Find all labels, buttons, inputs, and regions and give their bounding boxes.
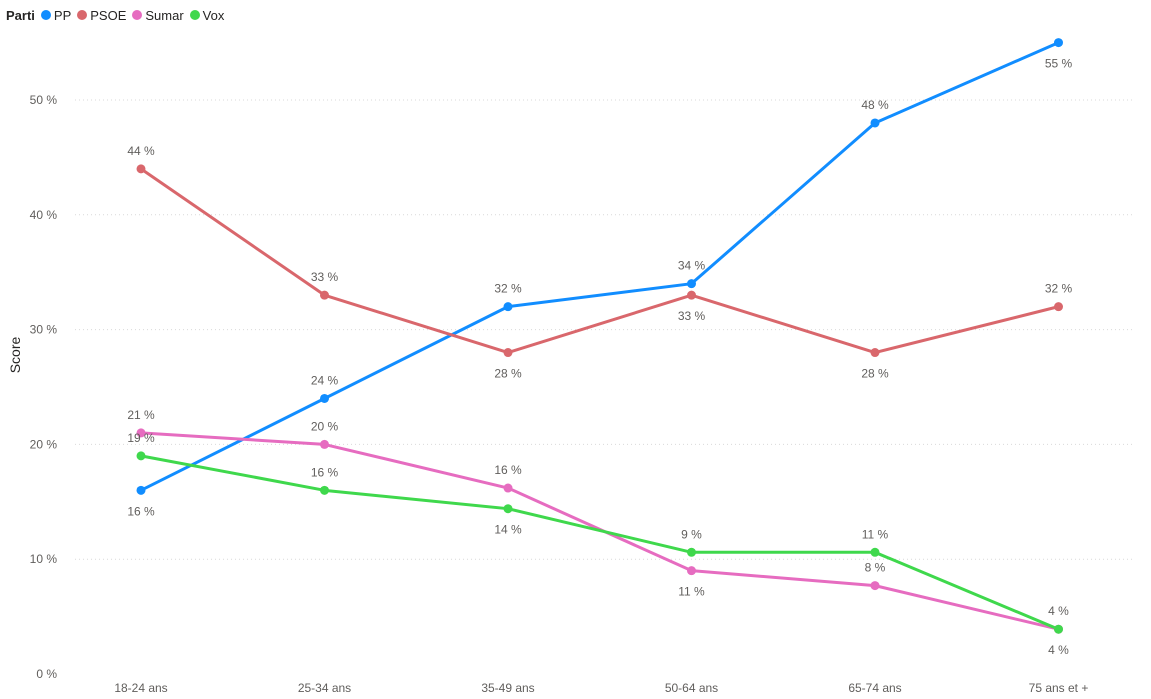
data-label-sumar: 11 % [678, 585, 705, 599]
data-label-pp: 32 % [494, 282, 522, 296]
data-label-pp: 55 % [1045, 57, 1073, 71]
y-tick-label: 0 % [36, 667, 57, 681]
legend-dot [40, 10, 51, 20]
data-label-sumar: 21 % [127, 408, 155, 422]
data-point-vox [136, 451, 146, 461]
legend-dot [132, 10, 143, 20]
data-label-pp: 48 % [861, 98, 889, 112]
data-point-psoe [503, 348, 513, 358]
legend-label: Sumar [145, 7, 184, 23]
chart-legend: Parti PP PSOE Sumar Vox [6, 7, 230, 23]
data-point-vox [1054, 624, 1063, 634]
data-point-sumar [870, 581, 880, 591]
data-label-psoe: 28 % [494, 367, 522, 381]
data-label-sumar: 8 % [865, 561, 886, 575]
data-label-pp: 34 % [678, 259, 706, 273]
data-point-vox [687, 547, 696, 557]
legend-label: PSOE [90, 7, 127, 23]
data-label-psoe: 33 % [678, 309, 706, 323]
y-tick-label: 30 % [30, 323, 58, 337]
y-tick-label: 10 % [30, 552, 58, 566]
data-point-pp [320, 393, 329, 403]
data-label-psoe: 32 % [1045, 282, 1073, 296]
data-point-sumar [687, 566, 696, 576]
x-tick-label: 75 ans et + [1029, 681, 1089, 695]
data-label-pp: 16 % [127, 504, 155, 518]
series-line-pp [139, 41, 1060, 492]
legend-label: Vox [202, 7, 225, 23]
legend-dot [77, 10, 88, 20]
legend-item-vox[interactable]: Vox [189, 7, 225, 23]
data-label-vox: 19 % [127, 431, 155, 445]
y-tick-label: 40 % [30, 208, 58, 222]
x-tick-label: 35-49 ans [481, 681, 534, 695]
legend-item-pp[interactable]: PP [40, 7, 72, 23]
legend-dot [189, 10, 200, 20]
legend-title: Parti [6, 7, 35, 23]
y-axis-title: Score [7, 337, 23, 374]
data-label-psoe: 44 % [127, 144, 155, 158]
legend-item-sumar[interactable]: Sumar [132, 7, 184, 23]
data-point-psoe [870, 348, 880, 358]
data-point-pp [1054, 38, 1063, 48]
data-point-pp [136, 485, 146, 495]
data-label-sumar: 4 % [1048, 643, 1069, 657]
data-label-vox: 14 % [494, 523, 522, 537]
data-point-pp [870, 118, 880, 128]
data-point-psoe [136, 164, 146, 174]
y-tick-label: 50 % [30, 93, 58, 107]
data-label-psoe: 28 % [861, 367, 889, 381]
data-point-pp [687, 279, 696, 289]
series-line-vox [139, 454, 1060, 631]
data-point-vox [320, 485, 329, 495]
data-label-psoe: 33 % [311, 270, 339, 284]
data-label-vox: 11 % [862, 527, 889, 541]
data-label-sumar: 16 % [494, 463, 522, 477]
data-label-vox: 16 % [311, 465, 339, 479]
data-point-vox [503, 504, 513, 514]
legend-label: PP [53, 7, 72, 23]
y-tick-label: 20 % [30, 437, 58, 451]
data-label-vox: 4 % [1048, 604, 1069, 618]
data-point-vox [870, 547, 880, 557]
data-label-vox: 9 % [681, 527, 702, 541]
data-point-psoe [320, 290, 329, 300]
x-tick-label: 25-34 ans [298, 681, 351, 695]
series-line-psoe [139, 167, 1060, 355]
data-point-psoe [687, 290, 696, 300]
x-tick-label: 65-74 ans [848, 681, 901, 695]
legend-item-psoe[interactable]: PSOE [77, 8, 126, 23]
x-tick-label: 18-24 ans [114, 681, 167, 695]
data-point-psoe [1054, 302, 1063, 312]
data-label-sumar: 20 % [311, 419, 339, 433]
data-point-sumar [136, 428, 146, 438]
data-point-sumar [503, 483, 513, 493]
data-label-pp: 24 % [311, 373, 339, 387]
data-point-pp [503, 302, 513, 312]
x-tick-label: 50-64 ans [665, 681, 718, 695]
data-point-sumar [320, 439, 329, 449]
